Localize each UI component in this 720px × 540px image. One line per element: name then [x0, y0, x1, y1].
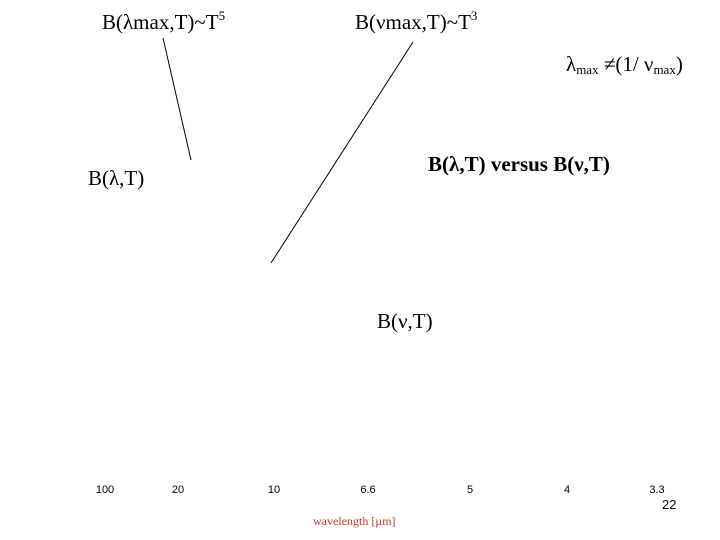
tick-label: 100 [95, 484, 115, 496]
superscript: 3 [470, 8, 478, 23]
label-text: B(λmax,T)~T [102, 10, 219, 34]
peak-lambda-label: B(λmax,T)~T5 [102, 8, 225, 35]
tick-label: 10 [267, 484, 281, 496]
slide-number: 22 [662, 497, 677, 512]
tick-label: 3.3 [649, 484, 665, 496]
superscript: 5 [218, 8, 226, 23]
comparison-title: B(λ,T) versus B(ν,T) [428, 152, 610, 176]
label-text: ≠(1/ ν [598, 52, 654, 76]
tick-label: 5 [466, 484, 474, 496]
pointer-line [162, 37, 192, 161]
b-nu-label: B(ν,T) [377, 309, 433, 333]
inequality-label: λmax ≠(1/ νmax) [566, 52, 683, 78]
label-text: ) [675, 52, 683, 76]
label-text: λ [566, 52, 577, 76]
tick-label: 6.6 [360, 484, 376, 496]
tick-label: 4 [563, 484, 571, 496]
subscript: max [576, 62, 599, 77]
pointer-line [270, 41, 414, 264]
peak-nu-label: B(νmax,T)~T3 [355, 8, 477, 35]
tick-label: 20 [171, 484, 185, 496]
label-text: B(νmax,T)~T [355, 10, 471, 34]
b-lambda-label: B(λ,T) [88, 166, 145, 190]
axis-title: wavelength [µm] [313, 514, 396, 528]
subscript: max [653, 62, 676, 77]
